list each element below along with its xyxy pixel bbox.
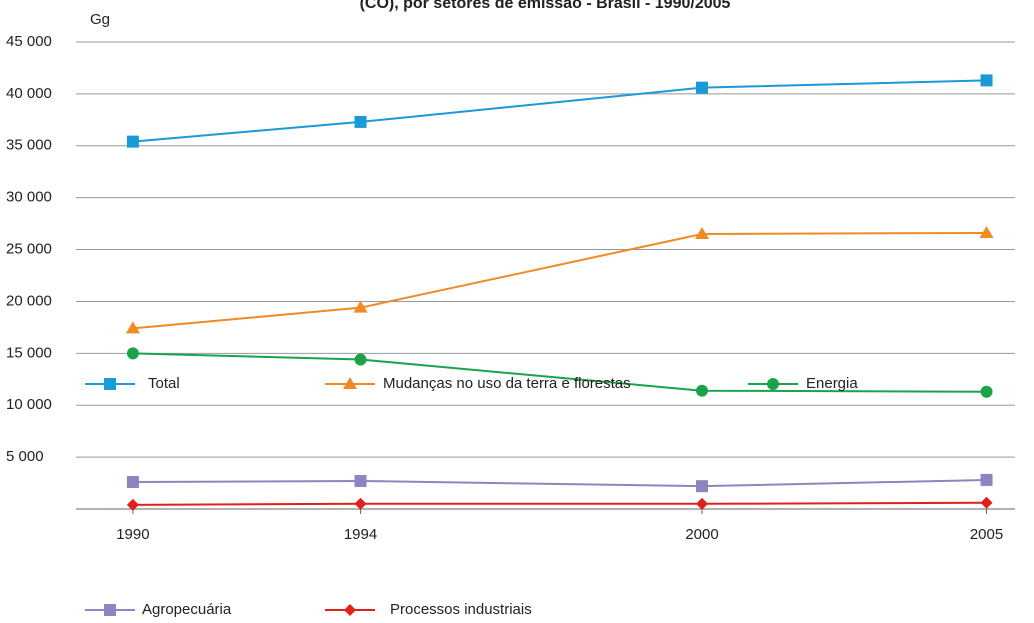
y-tick-label: 45 000 [6,33,52,50]
legend-marker [767,378,779,390]
y-tick-label: 25 000 [6,241,52,258]
series-line [132,478,987,488]
marker [695,226,709,239]
y-tick-label: 10 000 [6,396,52,413]
marker [126,135,139,148]
x-tick-label: 1994 [344,526,377,543]
y-tick-label: 20 000 [6,292,52,309]
legend-label: Processos industriais [390,601,532,618]
x-tick-label: 2000 [685,526,718,543]
legend-label: Total [148,375,180,392]
marker [696,81,708,94]
marker [354,353,367,366]
marker [354,115,367,128]
marker [126,476,139,489]
legend-marker [343,377,357,389]
marker [354,497,367,510]
y-tick-label: 35 000 [6,137,52,154]
marker [696,497,708,510]
marker [354,474,367,487]
series-line [132,501,987,506]
marker [980,496,993,509]
legend-marker [104,378,116,390]
marker [980,74,993,87]
legend-marker [344,604,356,616]
legend-label: Agropecuária [142,601,232,618]
marker [126,498,139,511]
x-tick-label: 1990 [116,526,149,543]
marker [125,321,140,334]
marker [696,480,708,493]
y-tick-label: 30 000 [6,189,52,206]
marker [696,384,708,397]
x-tick-label: 2005 [970,526,1003,543]
legend-marker [104,604,116,616]
series-line [132,79,987,143]
series-line [132,231,987,330]
marker [353,300,368,313]
y-tick-label: 5 000 [6,448,44,465]
y-tick-label: 40 000 [6,85,52,102]
marker [126,347,139,360]
marker [979,225,994,238]
chart-title: (CO), por setores de emissão - Brasil - … [360,0,731,12]
marker [980,385,993,398]
series-line [132,352,987,393]
legend-label: Mudanças no uso da terra e florestas [383,375,631,392]
legend-label: Energia [806,375,858,392]
y-tick-label: 15 000 [6,344,52,361]
marker [980,473,993,486]
y-axis-label: Gg [90,11,110,28]
